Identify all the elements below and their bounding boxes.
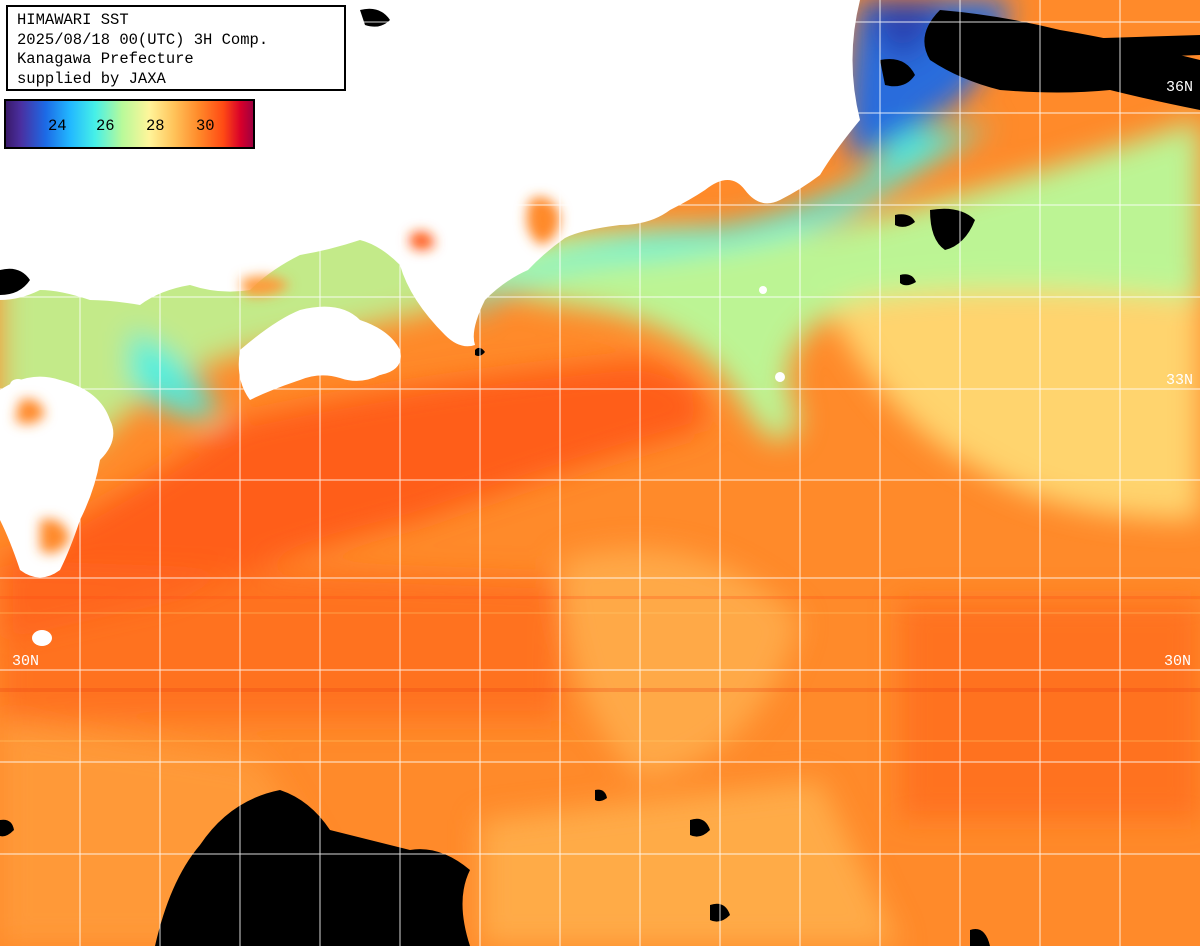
- lat-label-36n: 36N: [1166, 79, 1194, 96]
- product-title: HIMAWARI SST: [17, 11, 129, 29]
- region-label: Kanagawa Prefecture: [17, 50, 194, 68]
- bay-warm-patches: [15, 197, 560, 554]
- colorbar-tick-28: 28: [146, 117, 165, 135]
- cloud-mask: [0, 8, 1200, 946]
- temperature-colorbar: 24 26 28 30: [4, 99, 255, 149]
- title-box: HIMAWARI SST 2025/08/18 00(UTC) 3H Comp.…: [6, 5, 346, 91]
- colorbar-tick-24: 24: [48, 117, 67, 135]
- source-credit: supplied by JAXA: [17, 69, 166, 88]
- lat-label-30n-right: 30N: [1164, 653, 1192, 670]
- lat-label-33n: 33N: [1166, 372, 1194, 389]
- colorbar-tick-30: 30: [196, 117, 215, 135]
- scan-streaks: [0, 596, 1200, 742]
- colorbar-tick-26: 26: [96, 117, 115, 135]
- timestamp-label: 2025/08/18 00(UTC) 3H Comp.: [17, 30, 269, 49]
- lat-label-30n-left: 30N: [12, 653, 40, 670]
